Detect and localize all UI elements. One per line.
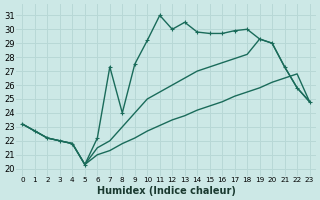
X-axis label: Humidex (Indice chaleur): Humidex (Indice chaleur)	[97, 186, 236, 196]
